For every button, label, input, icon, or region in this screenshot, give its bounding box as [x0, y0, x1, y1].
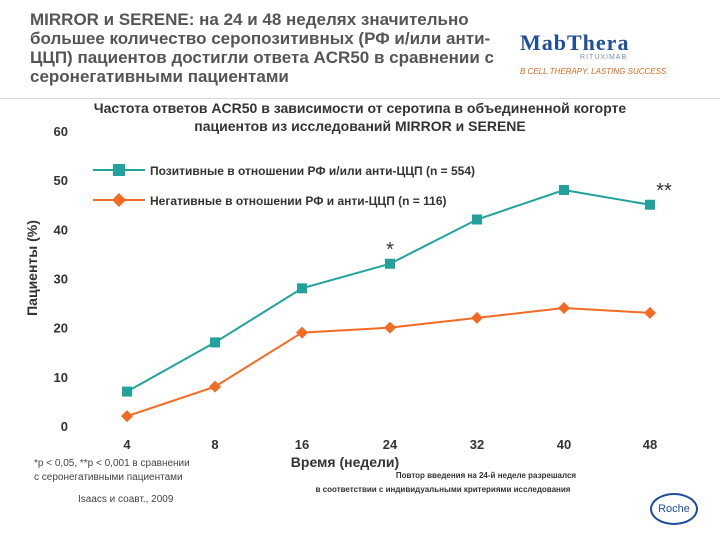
redosing-note-line-1: Повтор введения на 24-й неделе разрешалс… [396, 471, 577, 480]
seropositive-point [645, 199, 655, 210]
logo-sub: RITUXIMAB [580, 54, 628, 61]
redosing-note: Повтор введения на 24-й неделе разрешалс… [316, 471, 577, 494]
seropositive-point [122, 386, 132, 397]
y-tick-label: 10 [54, 370, 68, 385]
legend-swatch-diamond [112, 193, 126, 207]
significance-marker: ** [656, 180, 672, 202]
x-tick-label: 40 [557, 437, 571, 452]
seronegative-point [471, 311, 483, 324]
seropositive-line [126, 188, 651, 393]
seropositive-point [385, 258, 395, 269]
x-tick-label: 32 [470, 437, 484, 452]
y-tick-label: 20 [54, 321, 68, 336]
x-tick-label: 48 [643, 437, 657, 452]
y-tick-label: 0 [61, 419, 68, 434]
mabthera-logo: MabThera RITUXIMAB B CELL THERAPY. LASTI… [520, 30, 695, 76]
y-tick-label: 60 [54, 124, 68, 139]
x-tick-label: 24 [383, 437, 398, 452]
legend-label: Позитивные в отношении РФ и/или анти-ЦЦП… [150, 164, 475, 178]
seronegative-point [384, 321, 396, 334]
footnote-line-1: *p < 0,05, **p < 0,001 в сравнении [34, 458, 190, 469]
roche-logo: Roche [650, 493, 698, 525]
footnote-line-2: с серонегативными пациентами [34, 472, 183, 483]
legend-label: Негативные в отношении РФ и анти-ЦЦП (n … [150, 194, 447, 208]
chart-title: Частота ответов ACR50 в зависимости от с… [94, 100, 627, 134]
seropositive-point [297, 283, 307, 294]
slide-title: MIRROR и SERENE: на 24 и 48 неделях знач… [30, 10, 494, 86]
legend-swatch-square [113, 164, 125, 176]
title-divider [0, 98, 720, 99]
seronegative-point [209, 380, 221, 393]
seropositive-point [472, 214, 482, 225]
x-tick-label: 16 [295, 437, 309, 452]
y-axis-label: Пациенты (%) [24, 220, 40, 316]
x-axis-label: Время (недели) [291, 454, 399, 470]
significance-marker: * [386, 239, 394, 261]
seronegative-point [644, 306, 656, 319]
seropositive-point [559, 185, 569, 195]
y-tick-label: 30 [54, 272, 68, 287]
seropositive-point [210, 337, 220, 348]
y-tick-label: 50 [54, 173, 68, 188]
chart-title-line-1: Частота ответов ACR50 в зависимости от с… [94, 100, 627, 116]
x-tick-label: 4 [123, 437, 131, 452]
redosing-note-line-2: в соответствии с индивидуальными критери… [316, 485, 571, 494]
x-tick-label: 8 [211, 437, 218, 452]
y-tick-label: 40 [54, 222, 68, 237]
citation: Isaacs и соавт., 2009 [78, 494, 174, 505]
series-group [121, 185, 656, 423]
legend: Позитивные в отношении РФ и/или анти-ЦЦП… [93, 164, 475, 208]
significance-footnote: *p < 0,05, **p < 0,001 в сравнении с сер… [34, 458, 190, 483]
seronegative-point [558, 302, 570, 314]
seronegative-point [296, 326, 308, 339]
logo-brand: MabThera [520, 30, 630, 55]
logo-tagline: B CELL THERAPY. LASTING SUCCESS [520, 67, 667, 76]
seronegative-point [121, 410, 133, 423]
annotations: *** [386, 180, 672, 261]
chart-title-line-2: пациентов из исследований MIRROR и SEREN… [194, 118, 525, 134]
